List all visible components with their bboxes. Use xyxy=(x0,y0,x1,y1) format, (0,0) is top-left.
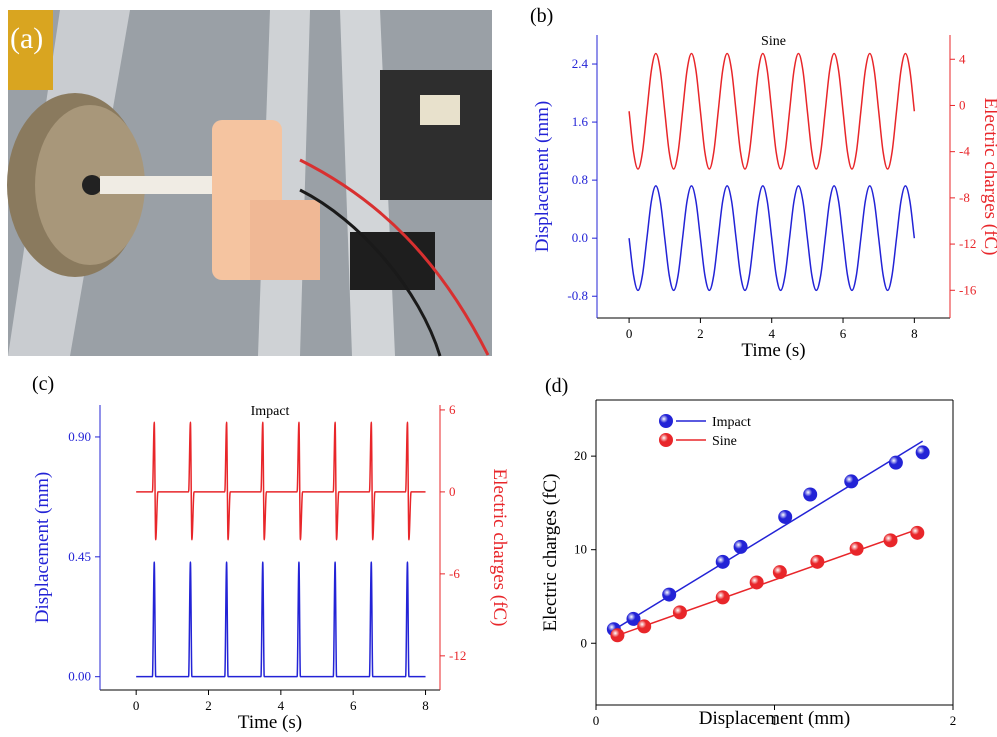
y2-tick-label: -4 xyxy=(959,144,970,159)
y2-tick-label: -12 xyxy=(449,648,466,663)
panel-label: (d) xyxy=(545,375,568,397)
x-tick-label: 6 xyxy=(840,326,847,341)
fixture-base xyxy=(250,200,320,280)
x-axis-label: Time (s) xyxy=(238,712,302,733)
data-line xyxy=(136,561,426,678)
data-point xyxy=(844,474,859,489)
data-point xyxy=(888,455,903,470)
black-cable xyxy=(299,188,442,357)
y-tick-label: 20 xyxy=(574,448,587,463)
x-tick-label: 6 xyxy=(350,698,357,713)
data-point xyxy=(715,554,730,569)
y2-tick-label: 0 xyxy=(959,97,966,112)
data-point xyxy=(910,525,925,540)
data-point xyxy=(803,487,818,502)
y2-tick-label: 6 xyxy=(449,402,456,417)
x-tick-label: 0 xyxy=(133,698,140,713)
legend-label: Impact xyxy=(712,415,751,430)
x-tick-label: 4 xyxy=(278,698,285,713)
laser-label xyxy=(420,95,460,125)
x-tick-label: 0 xyxy=(593,713,600,728)
x-tick-label: 2 xyxy=(697,326,704,341)
y-tick-label: 0.00 xyxy=(68,669,91,684)
data-point xyxy=(849,541,864,556)
data-point xyxy=(715,590,730,605)
y2-tick-label: 0 xyxy=(449,484,456,499)
data-line xyxy=(136,421,426,541)
panel-label: (b) xyxy=(530,5,553,27)
x-tick-label: 1 xyxy=(771,713,778,728)
x-tick-label: 0 xyxy=(626,326,633,341)
y-axis-label: Electric charges (fC) xyxy=(540,474,561,632)
data-point xyxy=(672,605,687,620)
laser xyxy=(380,70,492,200)
y-tick-label: 0.90 xyxy=(68,429,91,444)
photo: (a) xyxy=(7,10,492,357)
y2-axis-label: Electric charges (fC) xyxy=(489,469,510,627)
y-tick-label: 0.8 xyxy=(572,172,588,187)
data-point xyxy=(637,619,652,634)
data-point xyxy=(915,445,930,460)
panel-label: (a) xyxy=(10,22,43,55)
x-tick-label: 8 xyxy=(911,326,918,341)
y-tick-label: 0 xyxy=(581,635,588,650)
y2-tick-label: 4 xyxy=(959,51,966,66)
x-tick-label: 2 xyxy=(950,713,957,728)
x-tick-label: 2 xyxy=(205,698,212,713)
y2-axis-label: Electric charges (fC) xyxy=(980,98,997,256)
legend-marker xyxy=(659,433,673,447)
chart-panel: 0 2 4 6 8 2.4 1.6 0.8 0.0 -0.8 4 0 -4 -8 -12 -16 (b) Sine… xyxy=(530,5,997,361)
y2-tick-label: -16 xyxy=(959,282,977,297)
data-point xyxy=(662,587,677,602)
y2-tick-label: -6 xyxy=(449,566,460,581)
tape xyxy=(350,232,435,290)
y-tick-label: 0.0 xyxy=(572,230,588,245)
data-point xyxy=(733,539,748,554)
data-point xyxy=(610,628,625,643)
fit-line xyxy=(613,527,922,638)
legend-marker xyxy=(659,414,673,428)
y-tick-label: 2.4 xyxy=(572,56,589,71)
data-point xyxy=(778,509,793,524)
yellow-part xyxy=(8,10,53,90)
shaft xyxy=(82,175,102,195)
x-axis-label: Displacement (mm) xyxy=(699,708,850,729)
y2-tick-label: -8 xyxy=(959,190,970,205)
y-axis-label: Displacement (mm) xyxy=(532,101,553,252)
data-point xyxy=(749,575,764,590)
x-axis-label: Time (s) xyxy=(741,340,805,361)
data-line xyxy=(628,185,916,292)
data-line xyxy=(628,52,916,170)
legend-label: Sine xyxy=(712,434,737,449)
data-point xyxy=(883,533,898,548)
x-tick-label: 4 xyxy=(768,326,775,341)
y-tick-label: 0.45 xyxy=(68,549,91,564)
y-tick-label: 1.6 xyxy=(572,114,589,129)
x-tick-label: 8 xyxy=(422,698,429,713)
data-point xyxy=(772,565,787,580)
y2-tick-label: -12 xyxy=(959,236,976,251)
y-axis-label: Displacement (mm) xyxy=(32,472,53,623)
data-point xyxy=(810,554,825,569)
y-tick-label: 10 xyxy=(574,542,587,557)
fit-line xyxy=(609,440,924,633)
y-tick-label: -0.8 xyxy=(567,288,588,303)
chart-title: Sine xyxy=(761,34,786,49)
panel-label: (c) xyxy=(32,373,54,395)
red-cable xyxy=(299,158,490,356)
rod xyxy=(100,176,220,194)
data-point xyxy=(626,611,641,626)
chart-title: Impact xyxy=(251,404,290,419)
chart-panel: 0 2 4 6 8 0.00 0.45 0.90 6 0 -6 -12 (c) Impact Time (s… xyxy=(32,373,510,733)
